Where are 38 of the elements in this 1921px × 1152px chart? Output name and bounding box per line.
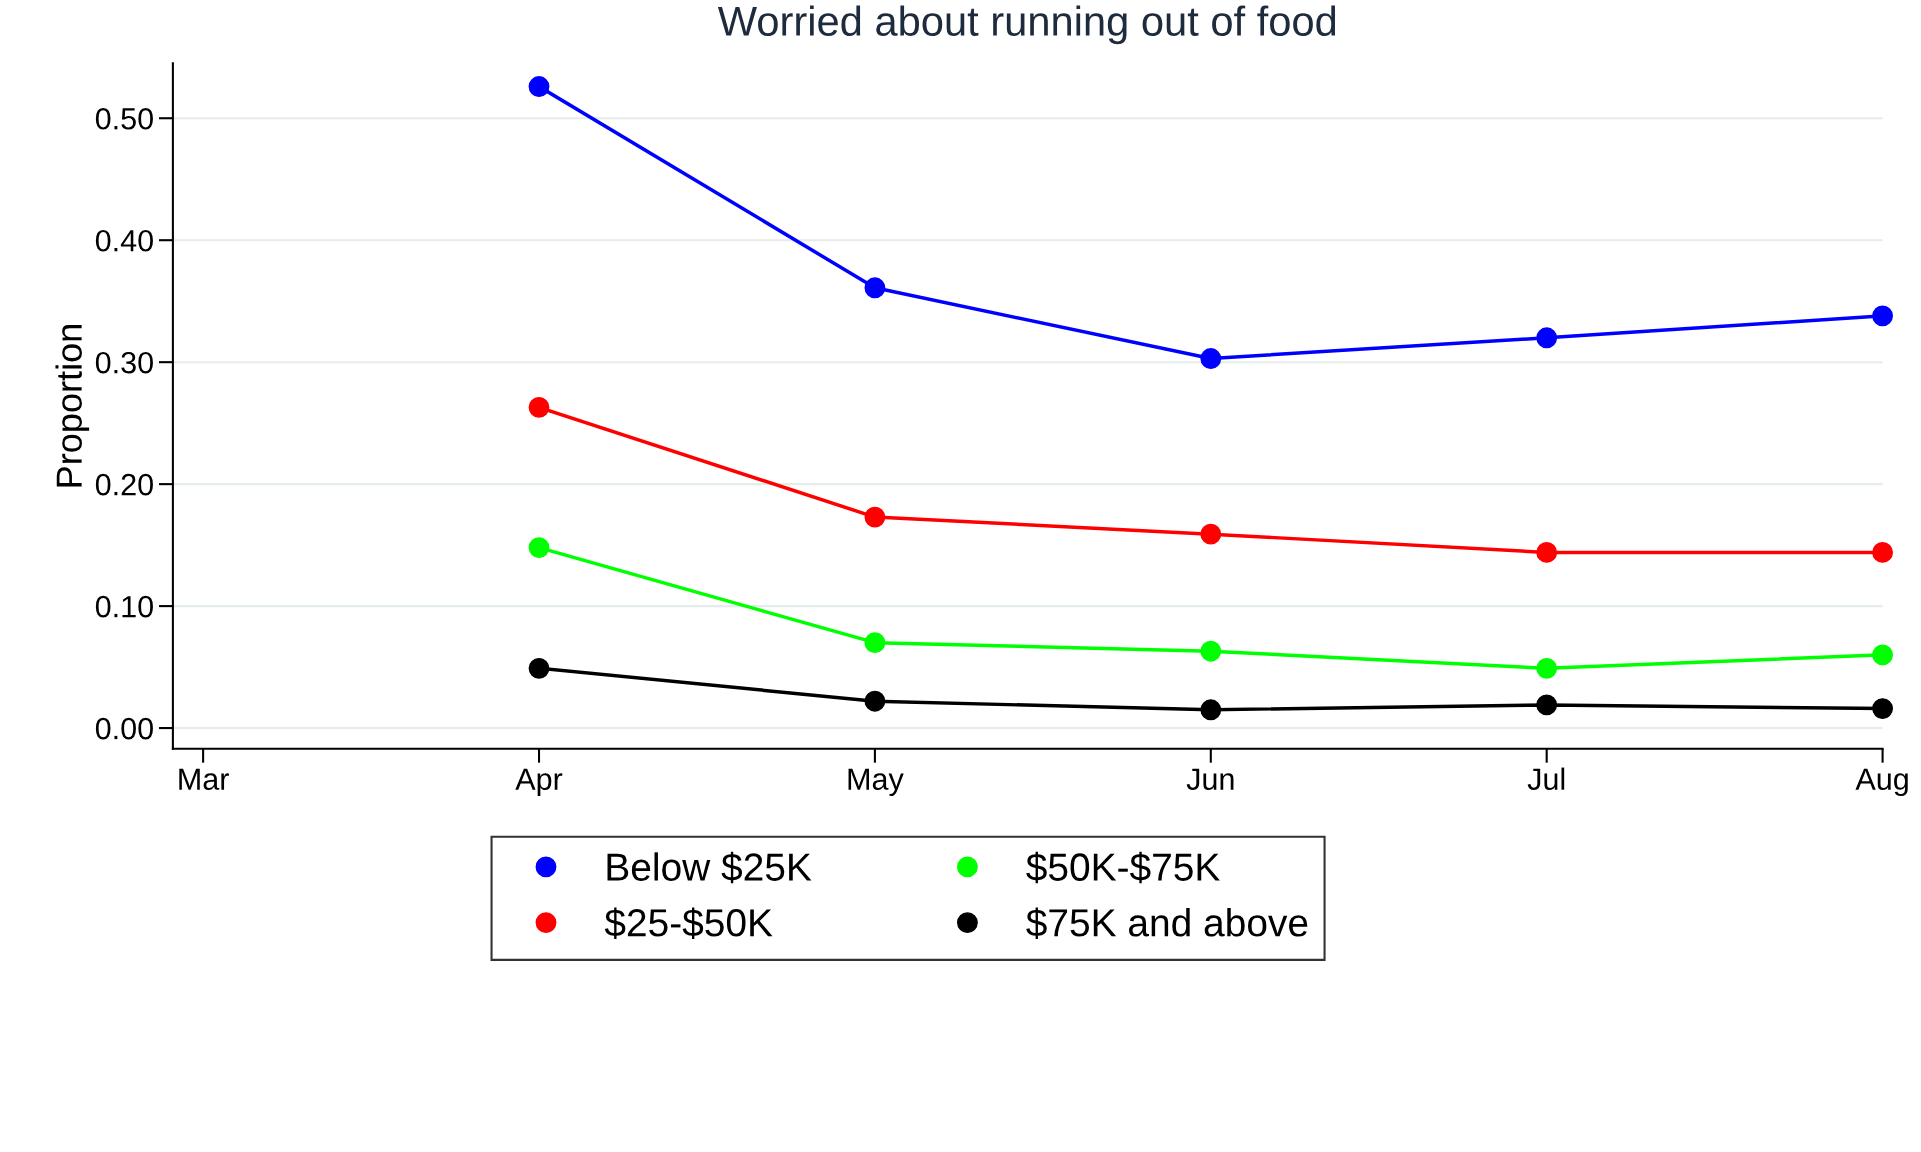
y-axis-title: Proportion (55, 325, 90, 487)
point (1536, 327, 1558, 349)
y-tick-label: 0.20 (95, 473, 153, 496)
point (528, 76, 550, 97)
point (528, 396, 550, 418)
legend-label: $25-$50K (604, 907, 773, 939)
point (1536, 657, 1558, 679)
x-tick-label: May (848, 768, 904, 797)
legend-label: $75K and above (1026, 907, 1308, 939)
legend-label: $50K-$75K (1026, 851, 1220, 884)
y-tick-label: 0.50 (95, 107, 153, 130)
point (1872, 698, 1894, 719)
x-tick-label: Jul (1527, 767, 1565, 790)
point (1872, 542, 1894, 563)
point (864, 506, 886, 528)
x-tick-label: Apr (515, 768, 563, 797)
x-tick-label: Jun (1186, 768, 1234, 790)
legend-label: Below $25K (607, 851, 812, 884)
point (864, 632, 886, 654)
point (864, 690, 886, 712)
point (1536, 694, 1558, 716)
point (528, 657, 550, 679)
y-tick-label: 0.10 (95, 595, 153, 618)
point (1536, 542, 1558, 563)
point (1872, 305, 1894, 327)
y-tick-label: 0.40 (95, 229, 153, 252)
point (864, 277, 886, 299)
y-tick-label: 0.30 (95, 351, 153, 374)
x-tick-label: Mar (179, 768, 229, 790)
chart-title: Worried about running out of food (717, 5, 1336, 45)
point (528, 537, 550, 558)
y-tick-label: 0.00 (95, 717, 153, 740)
point (1200, 699, 1222, 721)
point (1872, 644, 1894, 666)
point (1200, 523, 1222, 545)
point (1200, 640, 1222, 662)
x-tick-label: Aug (1855, 768, 1908, 797)
point (1200, 348, 1222, 369)
